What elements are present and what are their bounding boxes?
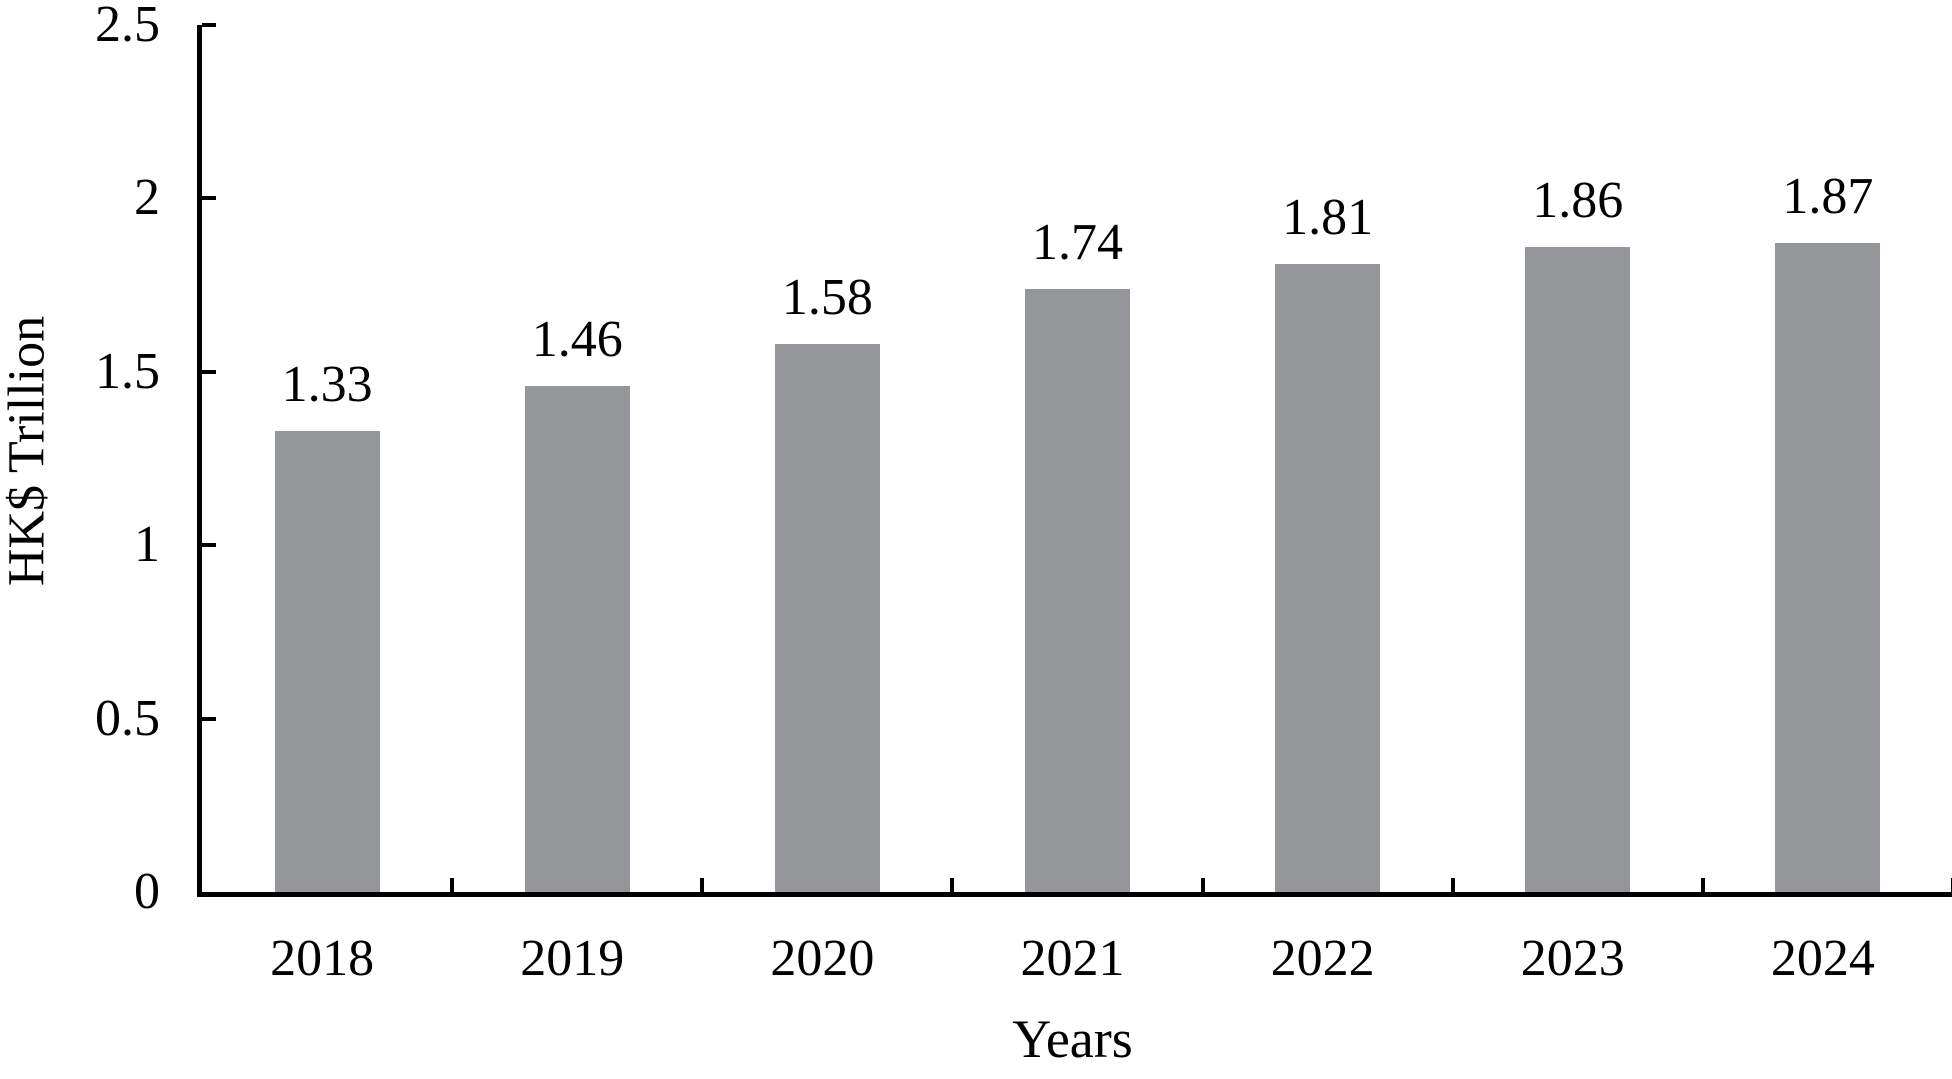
y-axis-tick-label: 0.5 [95, 689, 160, 747]
bar-2021 [1025, 288, 1130, 892]
y-axis-tick [202, 23, 216, 27]
y-axis-tick [202, 369, 216, 374]
x-axis-tick-label: 2018 [270, 930, 375, 987]
x-axis-tick [1200, 878, 1205, 892]
bar-2019 [524, 385, 630, 892]
bar-2023 [1525, 246, 1631, 892]
x-axis-tick-label: 2020 [770, 930, 875, 987]
bar-value-label: 1.74 [1032, 213, 1123, 271]
bar-value-label: 1.33 [281, 355, 373, 413]
plot-area: 1.33 1.46 1.58 1.74 1.81 1.86 1.87 [197, 23, 1952, 897]
x-axis-tick [700, 878, 705, 892]
y-axis-tick-label: 0 [134, 863, 160, 920]
bar-value-label: 1.46 [531, 310, 623, 368]
bar-value-label: 1.81 [1282, 189, 1374, 247]
bar-2022 [1275, 264, 1381, 892]
x-axis-tick [950, 878, 955, 892]
x-axis-tick-label: 2024 [1770, 930, 1875, 987]
bar-value-label: 1.87 [1782, 168, 1874, 226]
y-axis-tick-label: 1.5 [95, 342, 160, 400]
bar-2020 [774, 344, 880, 892]
y-axis-tick [202, 196, 216, 201]
x-axis-tick-label: 2023 [1520, 930, 1625, 987]
y-axis-tick [202, 543, 216, 548]
x-axis-tick-label: 2022 [1270, 930, 1375, 987]
y-axis-tick-label: 2.5 [95, 0, 160, 53]
bar-value-label: 1.58 [781, 269, 873, 327]
x-axis-tick [450, 878, 455, 892]
x-axis-tick-label: 2019 [520, 930, 625, 987]
y-axis-tick [202, 716, 216, 721]
y-axis-tick-label: 1 [134, 516, 160, 574]
bar-2024 [1775, 243, 1881, 892]
x-axis-tick [1450, 878, 1455, 892]
x-axis-title: Years [1012, 1009, 1133, 1069]
x-axis-tick [1700, 878, 1705, 892]
y-axis-tick-label: 2 [134, 169, 160, 227]
bar-2018 [274, 430, 380, 892]
x-axis-tick-label: 2021 [1020, 930, 1125, 987]
bar-value-label: 1.86 [1532, 171, 1624, 229]
